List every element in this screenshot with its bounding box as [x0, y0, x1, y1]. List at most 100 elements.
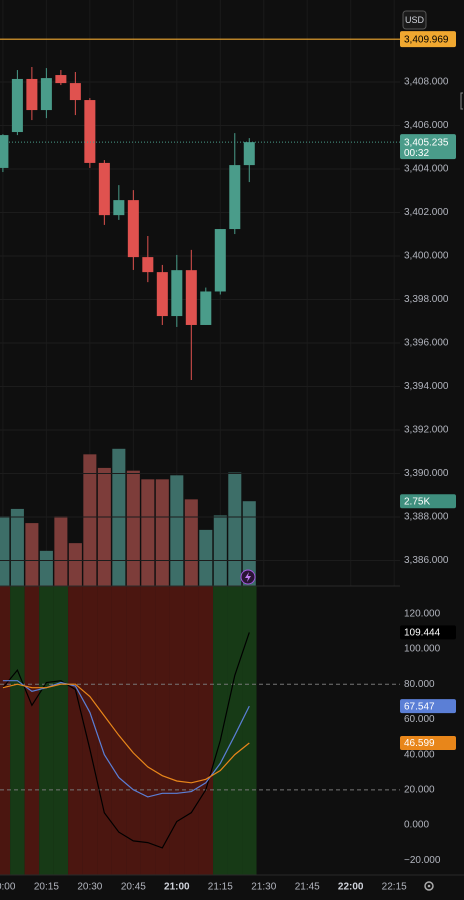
x-tick-label: 21:45 [295, 882, 320, 893]
y-tick-label: 3,408.000 [404, 77, 449, 88]
volume-bar [141, 479, 155, 586]
state-band [24, 586, 40, 875]
reference-label: 3,409.969 [404, 34, 449, 45]
osc-line [2, 632, 250, 849]
x-tick-label: 21:30 [251, 882, 276, 893]
y-tick-label: 3,406.000 [404, 120, 449, 131]
candle-body [243, 142, 255, 166]
state-band [0, 586, 11, 875]
volume-label: 2.75K [404, 496, 430, 507]
candle-body [200, 291, 212, 325]
osc-last-label: 46.599 [404, 738, 435, 749]
state-band [198, 586, 214, 875]
state-band [53, 586, 69, 875]
volume-bar [10, 508, 24, 586]
state-band [140, 586, 156, 875]
state-band [227, 586, 243, 875]
candle-body [0, 135, 9, 168]
last-price-box [400, 134, 456, 160]
state-band [126, 586, 141, 875]
state-band [10, 586, 25, 875]
y-tick-label: 3,394.000 [404, 381, 449, 392]
volume-bar [39, 550, 53, 586]
state-band [213, 586, 228, 875]
y-tick-label: 3,398.000 [404, 294, 449, 305]
candle-body [156, 272, 168, 317]
candle-body [185, 270, 197, 325]
y-tick-label: 3,392.000 [404, 425, 449, 436]
y-tick-label: 3,396.000 [404, 338, 449, 349]
candle-body [214, 229, 226, 292]
osc-tick-label: −20.000 [404, 855, 441, 866]
y-tick-label: 3,400.000 [404, 251, 449, 262]
state-band [111, 586, 127, 875]
osc-last-label: 109.444 [404, 628, 441, 639]
volume-bar [242, 501, 256, 586]
osc-tick-label: 120.000 [404, 608, 441, 619]
state-band [184, 586, 199, 875]
state-band [242, 586, 257, 875]
osc-tick-label: 80.000 [404, 679, 435, 690]
x-tick-label: 22:00 [338, 882, 364, 893]
volume-bar [213, 515, 227, 586]
candle-body [127, 200, 139, 258]
x-tick-label: 20:15 [34, 882, 59, 893]
y-tick-label: 3,402.000 [404, 207, 449, 218]
x-tick-label: 22:15 [382, 882, 407, 893]
last-price-label: 3,405.235 [404, 137, 449, 148]
reference-label-box [400, 31, 456, 48]
volume-bar [68, 543, 82, 586]
candle-body [26, 78, 38, 111]
candle-body [11, 78, 23, 133]
osc-tick-label: 20.000 [404, 784, 435, 795]
candle-body [55, 75, 67, 84]
state-band [39, 586, 54, 875]
candle-body [113, 200, 125, 216]
candle-body [98, 162, 110, 216]
settings-icon-core [427, 884, 431, 888]
volume-bar [97, 467, 111, 586]
osc-tick-label: 40.000 [404, 749, 435, 760]
settings-icon[interactable] [424, 881, 434, 891]
osc-line [2, 683, 250, 784]
state-band [155, 586, 170, 875]
x-tick-label: 20:45 [121, 882, 146, 893]
y-tick-label: 3,386.000 [404, 555, 449, 566]
scale-handle[interactable] [460, 92, 463, 110]
candle-body [142, 257, 154, 273]
state-band [169, 586, 185, 875]
x-tick-label: 20:30 [77, 882, 102, 893]
y-tick-label: 3,390.000 [404, 468, 449, 479]
osc-tick-label: 100.000 [404, 644, 441, 655]
x-tick-label: 21:00 [164, 882, 190, 893]
currency-button[interactable] [402, 10, 427, 30]
volume-bar [126, 470, 140, 586]
volume-bar [228, 472, 242, 586]
osc-tick-label: 0.000 [404, 820, 429, 831]
plot [0, 0, 400, 875]
osc-last-label: 67.547 [404, 701, 435, 712]
axis: 120.000 100.000 80.000 60.000 40.000 20.000 0.… [400, 31, 456, 866]
alert-icon-bolt [245, 572, 251, 582]
osc-last-label-box [400, 625, 456, 640]
volume-bar [0, 516, 10, 586]
volume-label-box [400, 494, 456, 509]
volume-bar [184, 499, 198, 586]
volume-bar [155, 479, 169, 586]
state-band [82, 586, 98, 875]
candle-body [84, 100, 96, 163]
volume-bar [54, 516, 68, 586]
countdown: 00:32 [404, 148, 429, 159]
volume-bar [83, 454, 97, 586]
osc-last-label-box [400, 699, 456, 714]
candle-body [171, 270, 183, 317]
state-band [97, 586, 112, 875]
y-tick-label: 3,404.000 [404, 164, 449, 175]
volume-bar [25, 523, 39, 586]
candle-body [40, 78, 52, 111]
osc-tick-label: 60.000 [404, 714, 435, 725]
candle-body [69, 83, 81, 101]
y-tick-label: 3,388.000 [404, 512, 449, 523]
